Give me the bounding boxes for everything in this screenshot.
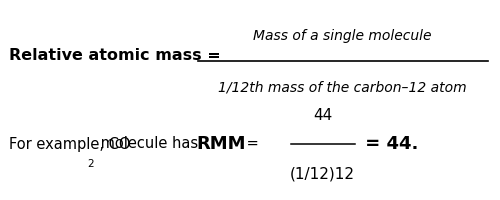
Text: Relative atomic mass =: Relative atomic mass = bbox=[9, 48, 221, 64]
Text: = 44.: = 44. bbox=[359, 135, 418, 153]
Text: Mass of a single molecule: Mass of a single molecule bbox=[254, 29, 432, 43]
Text: 44: 44 bbox=[313, 108, 332, 123]
Text: (1/12)12: (1/12)12 bbox=[290, 166, 355, 182]
Text: 1/12th mass of the carbon–12 atom: 1/12th mass of the carbon–12 atom bbox=[218, 81, 467, 95]
Text: 2: 2 bbox=[87, 159, 94, 169]
Text: molecule has: molecule has bbox=[96, 136, 202, 152]
Text: =: = bbox=[242, 136, 258, 152]
Text: RMM: RMM bbox=[196, 135, 246, 153]
Text: For example, CO: For example, CO bbox=[9, 136, 130, 152]
